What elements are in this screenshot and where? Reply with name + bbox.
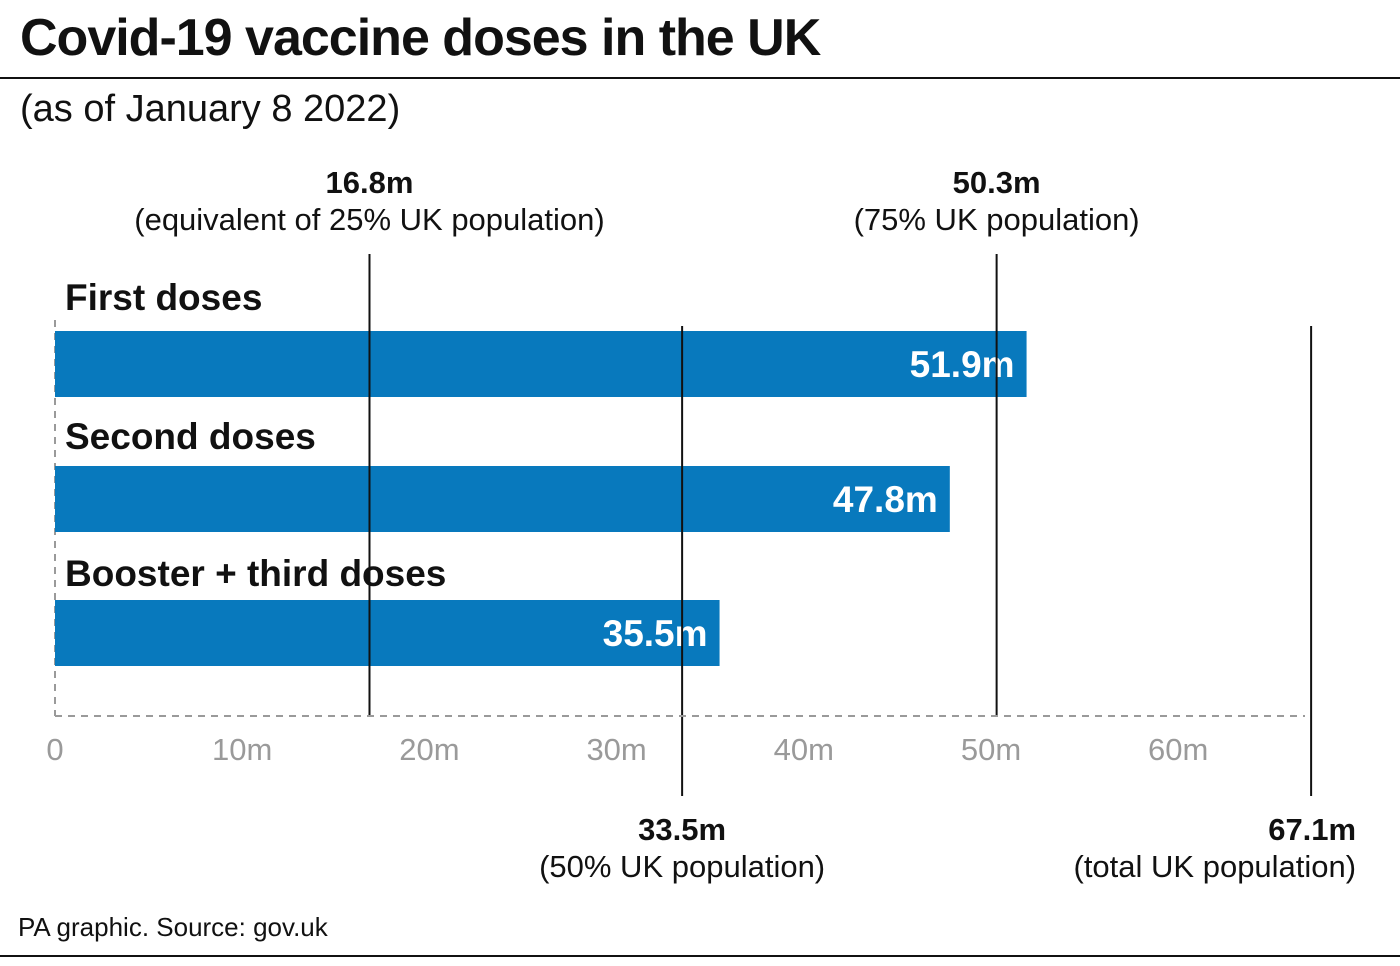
category-label: Booster + third doses bbox=[65, 553, 446, 594]
bar bbox=[55, 466, 950, 532]
reference-value-label: 33.5m bbox=[638, 812, 726, 847]
reference-value-label: 67.1m bbox=[1268, 812, 1356, 847]
reference-note: (equivalent of 25% UK population) bbox=[134, 202, 604, 237]
bar-value-label: 35.5m bbox=[603, 613, 708, 654]
category-label: First doses bbox=[65, 277, 262, 318]
bar-value-label: 47.8m bbox=[833, 479, 938, 520]
bar bbox=[55, 600, 720, 666]
reference-note: (50% UK population) bbox=[539, 849, 825, 884]
reference-value-label: 50.3m bbox=[953, 165, 1041, 200]
x-tick-label: 50m bbox=[961, 732, 1021, 767]
x-tick-label: 0 bbox=[46, 732, 63, 767]
chart-title: Covid-19 vaccine doses in the UK bbox=[20, 9, 821, 67]
x-tick-label: 30m bbox=[586, 732, 646, 767]
x-tick-label: 40m bbox=[774, 732, 834, 767]
source-credit: PA graphic. Source: gov.uk bbox=[18, 912, 328, 942]
category-label: Second doses bbox=[65, 416, 316, 457]
title-divider bbox=[0, 77, 1400, 79]
x-tick-label: 10m bbox=[212, 732, 272, 767]
reference-value-label: 16.8m bbox=[326, 165, 414, 200]
bar bbox=[55, 331, 1027, 397]
chart-subtitle: (as of January 8 2022) bbox=[20, 88, 401, 130]
reference-note: (total UK population) bbox=[1074, 849, 1357, 884]
footer-divider bbox=[0, 955, 1400, 957]
x-tick-label: 60m bbox=[1148, 732, 1208, 767]
x-tick-label: 20m bbox=[399, 732, 459, 767]
bar-value-label: 51.9m bbox=[910, 344, 1015, 385]
reference-note: (75% UK population) bbox=[854, 202, 1140, 237]
